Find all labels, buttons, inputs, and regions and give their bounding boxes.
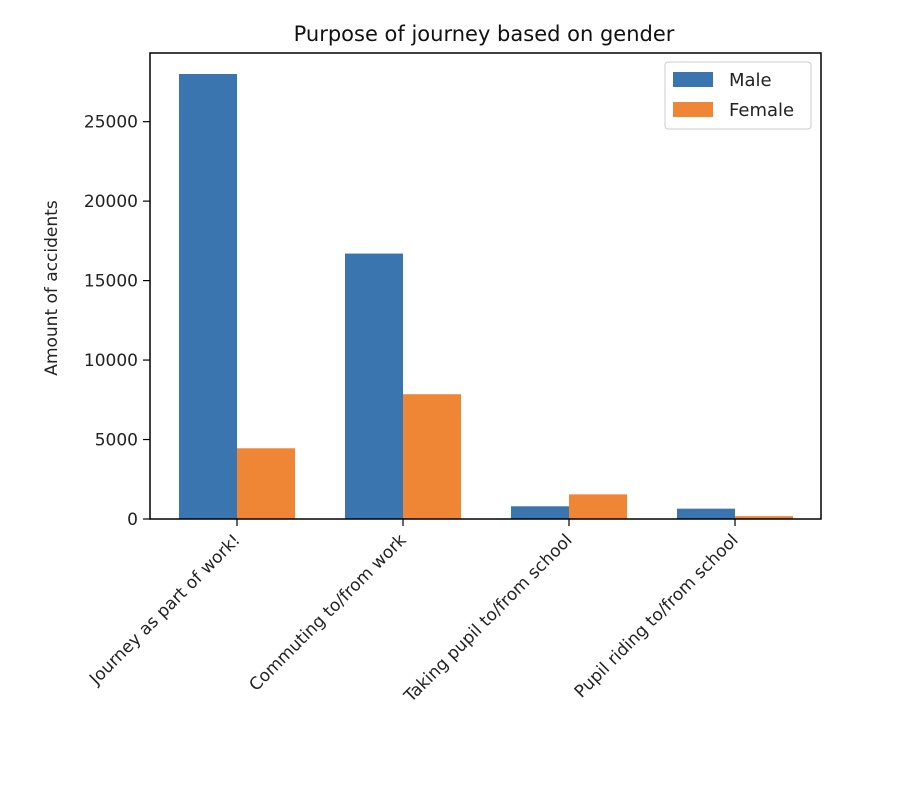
bars-group — [179, 73, 793, 519]
plot-area-frame — [149, 52, 822, 520]
bar-female-1 — [403, 394, 461, 519]
bar-male-0 — [179, 73, 237, 519]
legend-label-female: Female — [729, 100, 794, 121]
x-tick-label: Taking pupil to/from school — [400, 530, 577, 707]
y-tick-label: 25000 — [84, 113, 138, 133]
bar-female-0 — [237, 448, 295, 519]
bar-male-2 — [511, 506, 569, 519]
y-tick-label: 10000 — [84, 351, 138, 371]
y-tick-label: 0 — [127, 510, 138, 530]
bar-male-3 — [677, 508, 735, 519]
y-tick-label: 20000 — [84, 192, 138, 212]
legend: Male Female — [664, 61, 812, 130]
y-axis-label: Amount of accidents — [42, 200, 62, 376]
x-tick-label: Commuting to/from work — [245, 530, 410, 695]
legend-label-male: Male — [729, 70, 772, 91]
x-tick-label: Pupil riding to/from school — [571, 530, 743, 702]
legend-swatch-male — [673, 72, 713, 87]
y-tick-label: 15000 — [84, 272, 138, 292]
chart-title: Purpose of journey based on gender — [294, 22, 675, 46]
y-axis-ticks: 0 5000 10000 15000 20000 25000 — [84, 113, 150, 530]
legend-swatch-female — [673, 102, 713, 117]
x-axis-ticks: Journey as part of work! Commuting to/fro… — [85, 519, 743, 707]
x-tick-label: Journey as part of work! — [85, 530, 244, 689]
bar-male-1 — [345, 253, 403, 519]
y-tick-label: 5000 — [95, 431, 138, 451]
bar-female-3 — [735, 516, 793, 519]
bar-female-2 — [569, 494, 627, 519]
